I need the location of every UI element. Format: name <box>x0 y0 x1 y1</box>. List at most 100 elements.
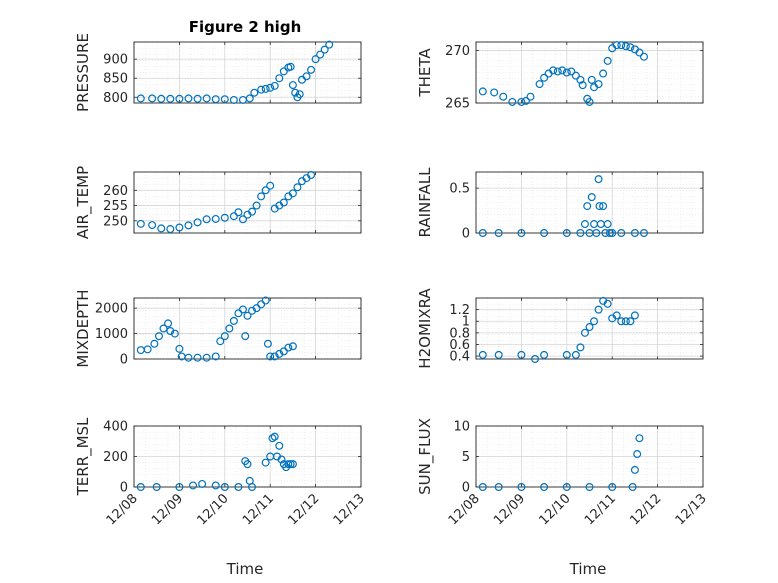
y-tick-label: 0 <box>120 353 128 368</box>
sun_flux-data-point <box>628 483 637 492</box>
theta-data-point <box>578 81 587 90</box>
x-tick-label: 12/13 <box>673 491 710 528</box>
pressure-data-point <box>175 94 184 103</box>
y-tick-label: 2000 <box>95 302 128 317</box>
y-tick-label: 1.2 <box>449 303 470 318</box>
terr_msl-data-point <box>175 483 184 492</box>
theta-data-point <box>626 43 635 52</box>
terr_msl-data-point <box>248 483 257 492</box>
x-tick-label: 12/08 <box>104 491 141 528</box>
mixdepth-data-point <box>225 324 234 333</box>
x-tick-label: 12/09 <box>491 491 528 528</box>
y-tick-label: 265 <box>445 97 470 112</box>
h2omixra-axes: 0.40.60.811.2 H2OMIXRA <box>416 288 704 369</box>
mixdepth-data-point <box>211 352 220 361</box>
x-tick-label: 12/12 <box>627 491 664 528</box>
h2omixra-data-point <box>531 355 540 364</box>
x-tick-label: 12/11 <box>240 491 277 528</box>
sun_flux-y-axis-label: SUN_FLUX <box>416 418 435 495</box>
h2omixra-data-point <box>626 317 635 326</box>
mixdepth-data-point <box>184 353 193 362</box>
theta-data-point <box>521 96 530 105</box>
y-tick-label: 0.4 <box>449 350 470 365</box>
air_temp-data-point <box>202 215 211 224</box>
sun_flux-axes-box <box>475 425 704 488</box>
pressure-data-point <box>286 62 295 71</box>
air_temp-data-point <box>166 225 175 234</box>
sun_flux-data-point <box>608 483 617 492</box>
figure-title: Figure 2 high <box>189 18 302 36</box>
x-tick-label: 12/11 <box>582 491 619 528</box>
terr_msl-data-point <box>268 434 277 443</box>
y-tick-label: 900 <box>103 53 128 68</box>
mixdepth-data-point <box>261 296 270 305</box>
terr-msl-axes: 12/08 12/09 12/10 12/11 12/12 12/13 0 200 400 TER… <box>74 417 368 528</box>
theta-data-point <box>508 97 517 106</box>
sun_flux-data-point <box>562 483 571 492</box>
pressure-data-point <box>220 95 229 104</box>
air_temp-y-axis-label: AIR_TEMP <box>74 166 93 239</box>
pressure-data-point <box>295 90 304 99</box>
mixdepth-data-point <box>266 352 275 361</box>
terr_msl-data-point <box>198 479 207 488</box>
mixdepth-data-point <box>238 305 247 314</box>
rainfall-data-point <box>540 229 549 238</box>
terr_msl-data-point <box>189 481 198 490</box>
y-tick-label: 0.5 <box>449 182 470 197</box>
pressure-data-point <box>184 94 193 103</box>
y-tick-label: 260 <box>103 184 128 199</box>
pressure-data-point <box>245 94 254 103</box>
sun_flux-data-point <box>633 450 642 459</box>
air_temp-data-point <box>175 223 184 232</box>
air_temp-data-point <box>307 171 316 180</box>
terr_msl-data-point <box>220 483 229 492</box>
mixdepth-data-point <box>241 332 250 341</box>
pressure-data-point <box>229 95 238 104</box>
terr_msl-data-point <box>286 460 295 469</box>
x-tick-label: 12/09 <box>149 491 186 528</box>
terr_msl-data-point <box>211 481 220 490</box>
y-tick-label: 400 <box>103 420 128 435</box>
theta-data-point <box>599 69 608 78</box>
pressure-data-point <box>266 83 275 92</box>
mixdepth-y-axis-label: MIXDEPTH <box>74 289 92 367</box>
terr_msl-data-point <box>261 458 270 467</box>
mixdepth-data-point <box>216 337 225 346</box>
pressure-data-point <box>270 81 279 90</box>
pressure-data-point <box>261 84 270 93</box>
h2omixra-data-point <box>576 343 585 352</box>
mixdepth-axes-box <box>133 297 362 360</box>
theta-data-point <box>594 80 603 89</box>
rainfall-axes: 0 0.5 RAINFALL <box>416 167 704 242</box>
terr_msl-y-axis-label: TERR_MSL <box>74 417 93 496</box>
mixdepth-data-point <box>284 343 293 352</box>
pressure-data-point <box>157 94 166 103</box>
sun_flux-data-point <box>478 483 487 492</box>
sun-flux-axes: 12/08 12/09 12/10 12/11 12/12 12/13 0 5 10 SUN_FL… <box>416 418 710 528</box>
theta-data-point <box>540 73 549 82</box>
x-tick-label: 12/13 <box>331 491 368 528</box>
h2omixra-data-point <box>478 350 487 359</box>
y-tick-label: 0.6 <box>449 338 470 353</box>
y-tick-label: 5 <box>462 450 470 465</box>
rainfall-axes-box <box>475 171 704 234</box>
mixdepth-data-point <box>175 344 184 353</box>
rainfall-y-axis-label: RAINFALL <box>416 167 434 238</box>
terr_msl-data-point <box>275 441 284 450</box>
air_temp-data-point <box>288 189 297 198</box>
rainfall-data-point <box>608 229 617 238</box>
pressure-data-point <box>275 74 284 83</box>
y-tick-label: 10 <box>453 420 470 435</box>
air_temp-data-point <box>136 219 145 228</box>
pressure-data-point <box>288 81 297 90</box>
air_temp-data-point <box>248 207 257 216</box>
rainfall-data-point <box>599 202 608 211</box>
rainfall-data-point <box>639 229 648 238</box>
theta-data-point <box>617 41 626 50</box>
y-tick-label: 255 <box>103 199 128 214</box>
theta-axes-box <box>475 41 704 104</box>
theta-data-point <box>639 52 648 61</box>
theta-axes: 265 270 THETA <box>416 41 704 112</box>
pressure-data-point <box>166 94 175 103</box>
